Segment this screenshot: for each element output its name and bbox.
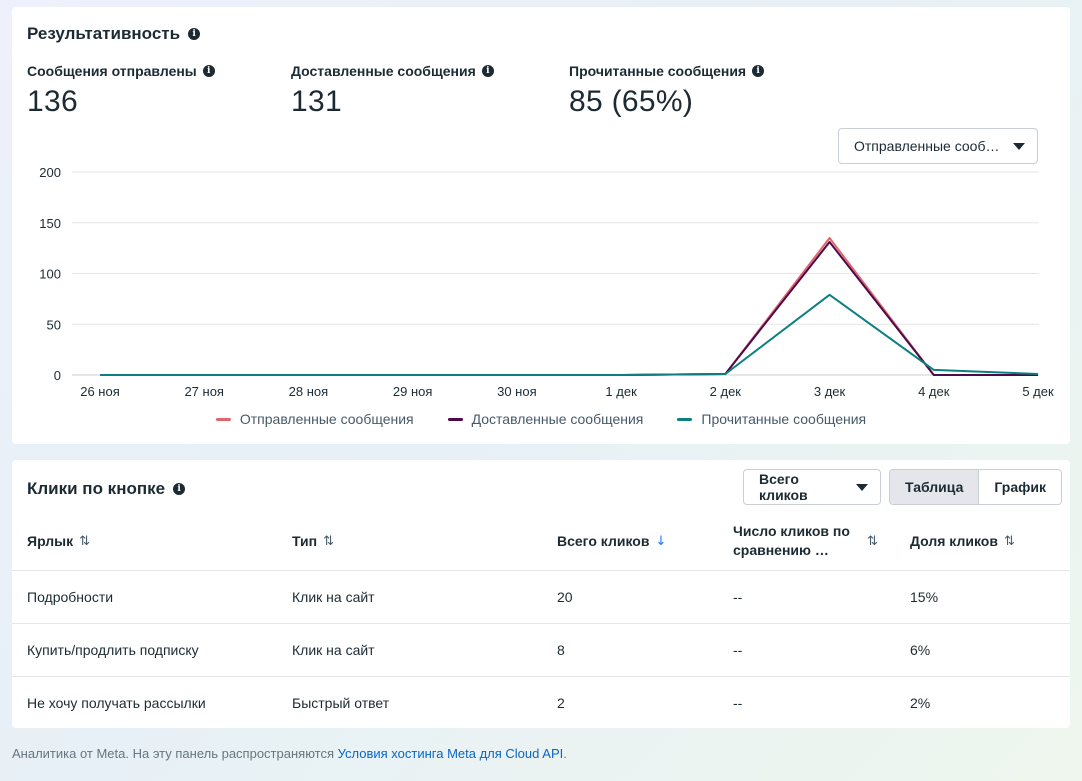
cell-total: 20 xyxy=(542,569,718,623)
y-tick-label: 50 xyxy=(47,317,61,332)
cell-share: 15% xyxy=(895,569,1070,623)
x-tick-label: 28 ноя xyxy=(289,384,329,399)
metric-label: Прочитанные сообщения xyxy=(569,63,747,79)
legend-swatch xyxy=(677,417,693,421)
metric-sent: Сообщения отправлены i 136 xyxy=(27,63,215,119)
cell-compare: -- xyxy=(718,622,895,676)
cell-label: Не хочу получать рассылки xyxy=(12,675,277,729)
y-tick-label: 0 xyxy=(54,368,61,383)
legend-swatch xyxy=(215,417,231,421)
metric-label: Доставленные сообщения xyxy=(291,63,476,79)
legend-label: Отправленные сообщения xyxy=(239,411,414,427)
dropdown-label: Отправленные сооб… xyxy=(854,138,1000,154)
cell-type: Клик на сайт xyxy=(277,622,542,676)
cell-total: 8 xyxy=(542,622,718,676)
column-header-compare[interactable]: Число кликов по сравнению … ⇅ xyxy=(733,523,878,559)
x-tick-label: 5 дек xyxy=(1022,384,1054,399)
x-tick-label: 1 дек xyxy=(605,384,637,399)
clicks-title: Клики по кнопке i xyxy=(27,479,186,499)
metric-delivered: Доставленные сообщения i 131 xyxy=(291,63,494,119)
column-header-label[interactable]: Ярлык ⇅ xyxy=(27,533,91,550)
clicks-table: Ярлык ⇅ Тип ⇅ Всего кликов ↓ Число кликов п… xyxy=(12,513,1070,729)
x-tick-label: 2 дек xyxy=(710,384,742,399)
info-icon[interactable]: i xyxy=(752,65,765,77)
chevron-down-icon xyxy=(856,483,868,491)
cell-label: Купить/продлить подписку xyxy=(12,622,277,676)
cell-compare: -- xyxy=(718,569,895,623)
cell-label: Подробности xyxy=(12,569,277,623)
view-toggle: Таблица График xyxy=(889,469,1062,505)
y-tick-label: 150 xyxy=(39,216,61,231)
column-header-share[interactable]: Доля кликов ⇅ xyxy=(910,533,1015,550)
metric-label: Сообщения отправлены xyxy=(27,63,197,79)
cell-type: Быстрый ответ xyxy=(277,675,542,729)
x-tick-label: 29 ноя xyxy=(393,384,433,399)
table-row: Не хочу получать рассылки Быстрый ответ … xyxy=(12,675,1070,729)
y-tick-label: 100 xyxy=(39,267,61,282)
sort-icon: ⇅ xyxy=(79,533,91,549)
cell-compare: -- xyxy=(718,675,895,729)
chevron-down-icon xyxy=(1013,142,1025,150)
clicks-card: Клики по кнопке i Всего кликов Таблица Г… xyxy=(12,460,1070,729)
sort-down-icon: ↓ xyxy=(655,533,667,549)
cell-type: Клик на сайт xyxy=(277,569,542,623)
performance-card: Результативность i Сообщения отправлены i… xyxy=(12,7,1070,444)
sort-icon: ⇅ xyxy=(1003,533,1015,549)
x-tick-label: 30 ноя xyxy=(497,384,537,399)
table-row: Подробности Клик на сайт 20 -- 15% xyxy=(12,569,1070,623)
table-view-button[interactable]: Таблица xyxy=(890,470,980,504)
y-tick-label: 200 xyxy=(39,165,61,180)
legend-item-delivered[interactable]: Доставленные сообщения xyxy=(447,411,644,427)
info-icon[interactable]: i xyxy=(188,28,201,40)
legend-swatch xyxy=(447,417,463,421)
metric-value: 131 xyxy=(291,85,342,118)
column-header-type[interactable]: Тип ⇅ xyxy=(292,533,334,550)
performance-title: Результативность i xyxy=(27,24,201,44)
column-header-total[interactable]: Всего кликов ↓ xyxy=(557,533,667,550)
sort-icon: ⇅ xyxy=(323,533,334,549)
dropdown-label: Всего кликов xyxy=(759,471,808,503)
x-tick-label: 3 дек xyxy=(814,384,846,399)
table-row: Купить/продлить подписку Клик на сайт 8 … xyxy=(12,622,1070,676)
metric-value: 136 xyxy=(27,85,78,118)
chart-legend: Отправленные сообщения Доставленные сооб… xyxy=(12,411,1070,427)
cell-total: 2 xyxy=(542,675,718,729)
cell-share: 2% xyxy=(895,675,1070,729)
legend-label: Доставленные сообщения xyxy=(471,411,644,427)
cell-share: 6% xyxy=(895,622,1070,676)
hosting-terms-link[interactable]: Условия хостинга Meta для Cloud API xyxy=(337,746,564,761)
series-line-2 xyxy=(100,241,1038,376)
metric-read: Прочитанные сообщения i 85 (65%) xyxy=(569,63,765,119)
metric-dropdown[interactable]: Отправленные сооб… xyxy=(838,128,1038,164)
x-tick-label: 27 ноя xyxy=(184,384,224,399)
sort-icon: ⇅ xyxy=(867,533,878,549)
legend-label: Прочитанные сообщения xyxy=(701,411,867,427)
info-icon[interactable]: i xyxy=(173,483,186,495)
series-line-1 xyxy=(100,236,1038,376)
metric-value: 85 (65%) xyxy=(569,85,694,118)
chart-view-button[interactable]: График xyxy=(979,470,1061,504)
line-chart: 0 50 100 150 200 26 ноя 27 ноя 28 ноя 29 ноя 30 н… xyxy=(39,165,1054,399)
info-icon[interactable]: i xyxy=(481,65,494,77)
legend-item-read[interactable]: Прочитанные сообщения xyxy=(677,411,866,427)
series-line-3 xyxy=(100,293,1039,376)
footer: Аналитика от Meta. На эту панель распрос… xyxy=(12,746,567,761)
legend-item-sent[interactable]: Отправленные сообщения xyxy=(215,411,414,427)
clicks-metric-dropdown[interactable]: Всего кликов xyxy=(743,469,881,505)
x-tick-label: 4 дек xyxy=(918,384,950,399)
info-icon[interactable]: i xyxy=(202,65,215,77)
table-header-row: Ярлык ⇅ Тип ⇅ Всего кликов ↓ Число кликов п… xyxy=(12,513,1070,570)
x-tick-label: 26 ноя xyxy=(80,384,120,399)
